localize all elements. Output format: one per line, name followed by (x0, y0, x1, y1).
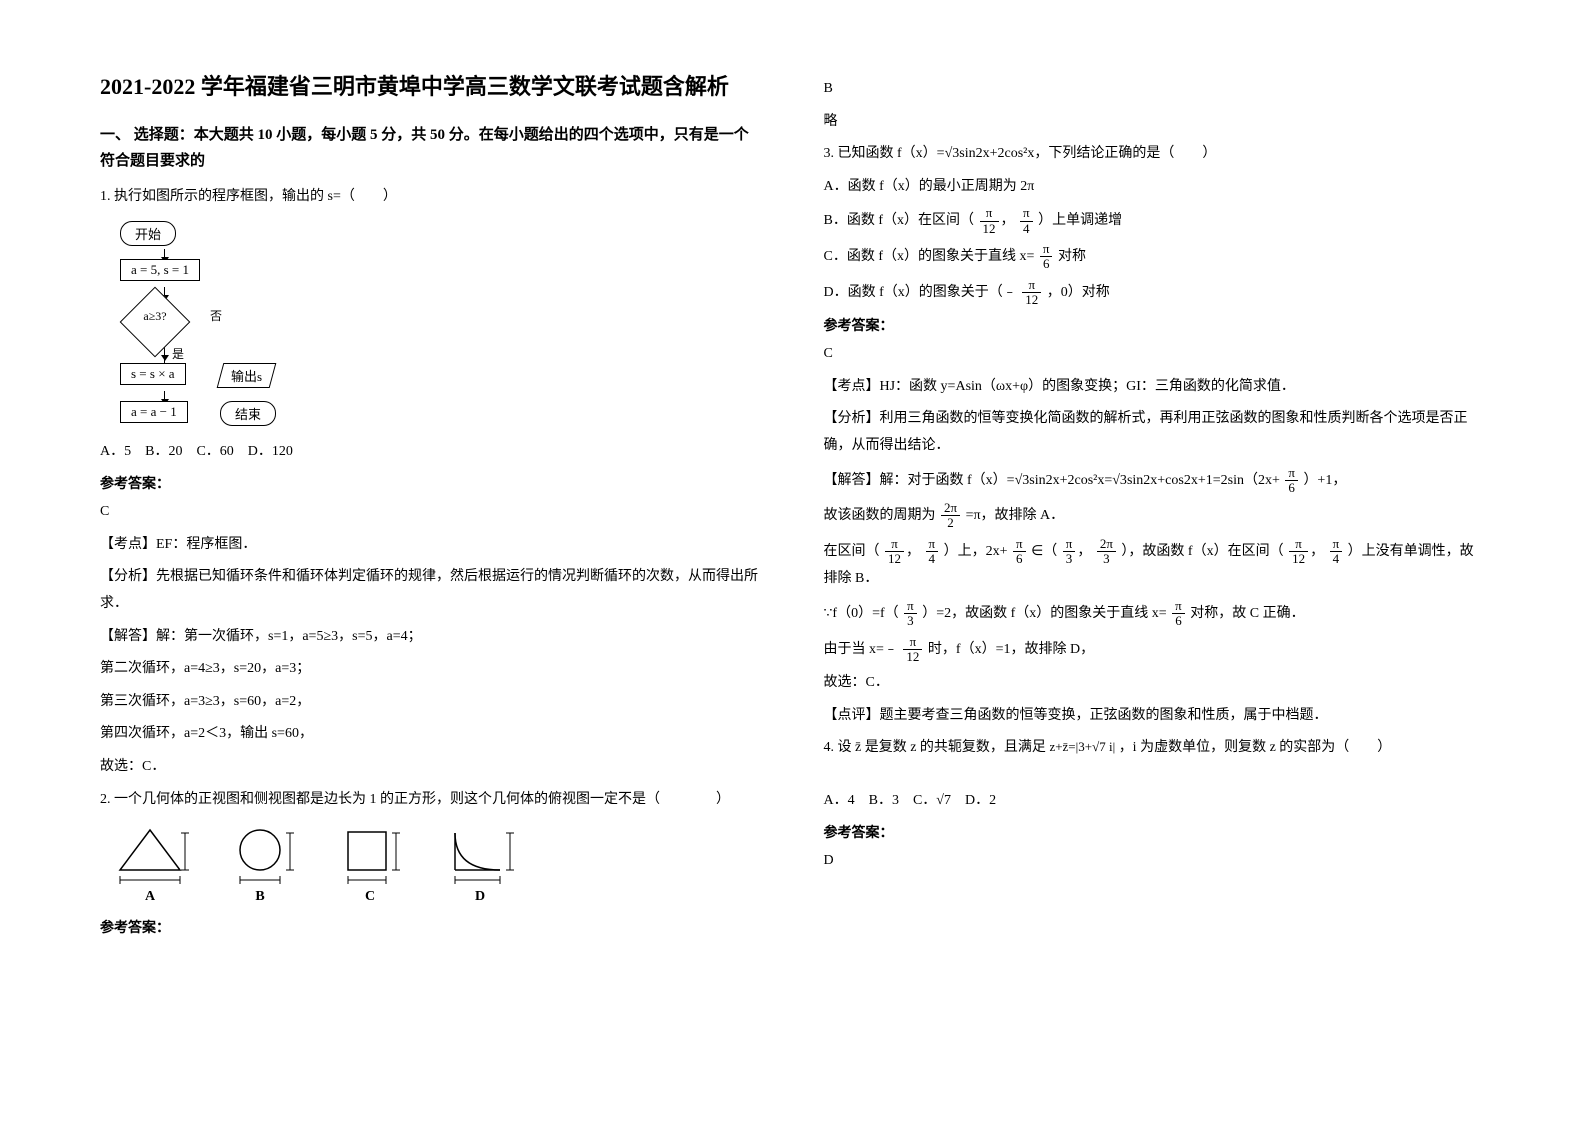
q3-optC: C．函数 f（x）的图象关于直线 x= π6 对称 (824, 242, 1488, 272)
q1-options: A．5 B．20 C．60 D．120 (100, 439, 764, 466)
q1-kaodian: 【考点】EF：程序框图． (100, 532, 764, 559)
section-1-heading: 一、 选择题：本大题共 10 小题，每小题 5 分，共 50 分。在每小题给出的… (100, 123, 764, 174)
q3-jieda6: 故选：C． (824, 670, 1488, 697)
q4-options: A．4 B．3 C．√7 D．2 (824, 788, 1488, 815)
flowchart: 开始 a = 5, s = 1 a≥3? 否 是 s = s × a 输出s (120, 221, 764, 429)
doc-title: 2021-2022 学年福建省三明市黄埠中学高三数学文联考试题含解析 (100, 70, 764, 103)
q1-jieda-3: 第三次循环，a=3≥3，s=60，a=2， (100, 689, 764, 716)
answer-label: 参考答案： (100, 473, 764, 493)
q1-stem: 1. 执行如图所示的程序框图，输出的 s=（ ） (100, 184, 764, 211)
answer-label: 参考答案： (824, 822, 1488, 842)
thumb-b: B (220, 825, 300, 905)
q1-fenxi: 【分析】先根据已知循环条件和循环体判定循环的规律，然后根据运行的情况判断循环的次… (100, 564, 764, 617)
fc-condition: a≥3? (120, 297, 190, 337)
q1-answer: C (100, 499, 764, 526)
q1-jieda-2: 第二次循环，a=4≥3，s=20，a=3； (100, 656, 764, 683)
q3-optA: A．函数 f（x）的最小正周期为 2π (824, 174, 1488, 201)
q2-diagrams: 1 A B (110, 825, 764, 905)
q3-jieda5: 由于当 x=﹣ π12 时，f（x）=1，故排除 D， (824, 635, 1488, 665)
thumb-label-a: A (145, 889, 155, 904)
q3-kaodian: 【考点】HJ：函数 y=Asin（ωx+φ）的图象变换；GI：三角函数的化简求值… (824, 374, 1488, 401)
q1-jieda-4: 第四次循环，a=2＜3，输出 s=60， (100, 721, 764, 748)
svg-text:1: 1 (146, 884, 152, 885)
q3-fenxi: 【分析】利用三角函数的恒等变换化简函数的解析式，再利用正弦函数的图象和性质判断各… (824, 406, 1488, 459)
q2-stem: 2. 一个几何体的正视图和侧视图都是边长为 1 的正方形，则这个几何体的俯视图一… (100, 787, 764, 814)
q3-jieda1: 【解答】解：对于函数 f（x）=√3sin2x+2cos²x=√3sin2x+c… (824, 466, 1488, 496)
q3-jieda2: 故该函数的周期为 2π2 =π，故排除 A． (824, 501, 1488, 531)
thumb-label-b: B (255, 889, 264, 904)
fc-start: 开始 (120, 221, 176, 246)
q3-dianping: 【点评】题主要考查三角函数的恒等变换，正弦函数的图象和性质，属于中档题． (824, 703, 1488, 730)
q3-stem: 3. 已知函数 f（x）=√3sin2x+2cos²x，下列结论正确的是（ ） (824, 141, 1488, 168)
right-column: B 略 3. 已知函数 f（x）=√3sin2x+2cos²x，下列结论正确的是… (824, 70, 1488, 941)
q4-answer: D (824, 848, 1488, 875)
fc-no-label: 否 (210, 307, 222, 324)
square-icon (330, 825, 410, 885)
fc-init: a = 5, s = 1 (120, 259, 200, 281)
fc-cond-text: a≥3? (120, 297, 190, 337)
triangle-icon: 1 (110, 825, 190, 885)
fc-body1: s = s × a (120, 363, 186, 385)
answer-label: 参考答案： (100, 917, 764, 937)
left-column: 2021-2022 学年福建省三明市黄埠中学高三数学文联考试题含解析 一、 选择… (100, 70, 764, 941)
page: 2021-2022 学年福建省三明市黄埠中学高三数学文联考试题含解析 一、 选择… (0, 0, 1587, 981)
fc-arrow-icon (164, 347, 165, 363)
fc-body2: a = a − 1 (120, 401, 188, 423)
curve-icon (440, 825, 520, 885)
answer-label: 参考答案： (824, 315, 1488, 335)
fc-arrow-icon (164, 391, 165, 401)
q1-jieda-1: 【解答】解：第一次循环，s=1，a=5≥3，s=5，a=4； (100, 624, 764, 651)
circle-icon (220, 825, 300, 885)
thumb-c: C (330, 825, 410, 905)
fc-yes-label: 是 (172, 345, 184, 362)
q3-optB: B．函数 f（x）在区间（ π12， π4 ）上单调递增 (824, 206, 1488, 236)
q3-jieda3: 在区间（ π12， π4 ）上，2x+ π6 ∈（ π3， 2π3 ），故函数 … (824, 537, 1488, 593)
fc-arrow-icon (164, 249, 165, 259)
thumb-a: 1 A (110, 825, 190, 905)
q4-stem: 4. 设 z̄ 是复数 z 的共轭复数，且满足 z+z̄=|3+√7 i| ，i… (824, 735, 1488, 762)
thumb-d: D (440, 825, 520, 905)
fc-output-box: 输出s (220, 363, 273, 388)
thumb-label-c: C (365, 889, 375, 904)
fc-end-box: 结束 (220, 401, 276, 426)
q2-lue: 略 (824, 109, 1488, 136)
q3-answer: C (824, 341, 1488, 368)
q3-optD: D．函数 f（x）的图象关于（﹣ π12 ，0）对称 (824, 278, 1488, 308)
thumb-label-d: D (475, 889, 485, 904)
q3-jieda4: ∵f（0）=f（ π3 ）=2，故函数 f（x）的图象关于直线 x= π6 对称… (824, 599, 1488, 629)
q2-answer: B (824, 76, 1488, 103)
q1-jieda-5: 故选：C． (100, 754, 764, 781)
